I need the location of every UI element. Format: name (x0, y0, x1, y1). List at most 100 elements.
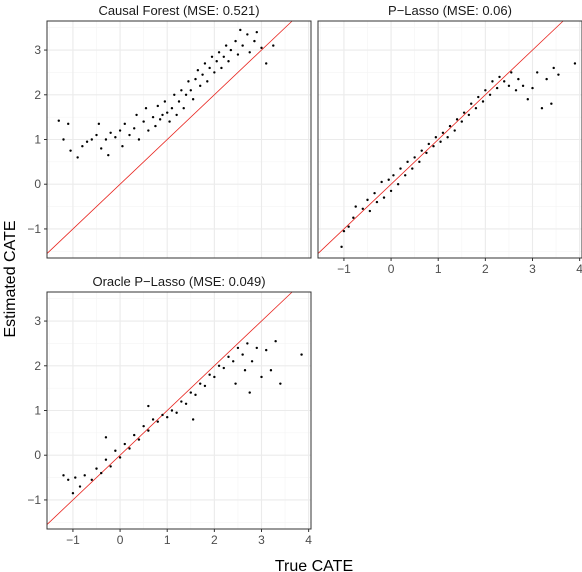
data-point (246, 342, 249, 345)
points-group (340, 62, 577, 249)
data-point (380, 180, 383, 184)
data-point (495, 86, 499, 90)
data-point (133, 127, 136, 130)
data-point (550, 102, 553, 105)
data-point (161, 413, 164, 417)
data-point (387, 178, 390, 181)
data-point (260, 46, 263, 50)
data-point (453, 129, 456, 132)
data-point (118, 456, 122, 459)
data-point (420, 149, 423, 152)
data-point (481, 100, 485, 103)
data-point (557, 73, 560, 76)
data-point (272, 44, 275, 47)
data-point (97, 122, 101, 126)
x-tick-label: 1 (435, 262, 442, 276)
data-point (173, 93, 176, 96)
y-axis-ticks: −1 0 1 2 3 (27, 43, 47, 236)
data-point (206, 80, 209, 83)
data-point (406, 160, 409, 164)
data-point (404, 174, 407, 177)
panel-title: P−Lasso (MSE: 0.06) (388, 3, 512, 18)
data-point (354, 205, 357, 208)
identity-reference-line (46, 291, 293, 525)
data-point (399, 167, 402, 170)
data-point (217, 364, 221, 367)
data-point (265, 62, 268, 65)
data-point (109, 465, 112, 468)
data-point (170, 107, 174, 110)
data-point (90, 138, 93, 141)
data-point (201, 73, 204, 76)
panel-strip (318, 0, 582, 21)
x-tick-label: 2 (482, 262, 489, 276)
data-point (175, 113, 178, 117)
y-tick-label: 0 (34, 448, 41, 462)
data-point (300, 353, 303, 356)
data-point (71, 492, 75, 495)
x-tick-label: 1 (164, 533, 171, 547)
data-point (232, 360, 235, 363)
data-point (62, 474, 65, 477)
y-axis-title: Estimated CATE (2, 220, 19, 337)
data-point (470, 102, 473, 105)
data-point (208, 66, 211, 70)
data-point (274, 339, 277, 343)
data-point (545, 77, 548, 81)
data-point (74, 476, 77, 479)
panel-causal-forest: Causal Forest (MSE: 0.521) −1 0 1 2 3 (27, 0, 312, 259)
data-point (175, 411, 178, 414)
data-point (166, 416, 169, 419)
data-point (191, 98, 195, 101)
panel-border (317, 20, 582, 259)
data-point (217, 51, 221, 54)
data-point (78, 485, 82, 488)
data-point (250, 360, 254, 363)
data-point (151, 418, 155, 421)
data-point (460, 120, 463, 123)
data-point (62, 138, 65, 141)
panel-p-lasso: P−Lasso (MSE: 0.06) −1 0 1 2 3 4 (317, 0, 582, 276)
data-point (455, 118, 459, 121)
x-axis-title: True CATE (275, 558, 353, 572)
data-point (253, 39, 256, 43)
data-point (255, 346, 258, 350)
panel-strip (47, 271, 311, 292)
data-point (265, 348, 268, 352)
data-point (90, 478, 93, 482)
data-point (166, 111, 169, 114)
data-point (234, 39, 237, 43)
data-point (177, 100, 181, 103)
data-point (510, 71, 513, 74)
x-tick-label: 2 (211, 533, 218, 547)
data-point (118, 129, 122, 132)
identity-reference-line (317, 20, 564, 254)
data-point (168, 120, 171, 123)
data-point (526, 98, 529, 101)
data-point (114, 449, 117, 452)
y-tick-label: −1 (27, 222, 41, 236)
data-point (427, 142, 430, 146)
data-point (187, 80, 190, 83)
data-point (104, 436, 108, 439)
x-tick-label: −1 (337, 262, 351, 276)
data-point (269, 369, 273, 372)
data-point (163, 100, 167, 103)
y-tick-label: 1 (34, 133, 41, 147)
data-point (158, 118, 162, 121)
x-tick-label: 4 (305, 533, 312, 547)
data-point (123, 122, 126, 126)
points-group (57, 28, 275, 159)
points-group (62, 339, 303, 495)
data-point (418, 160, 421, 164)
x-tick-label: 4 (576, 262, 582, 276)
data-point (432, 145, 435, 148)
data-point (224, 44, 228, 47)
data-point (147, 129, 150, 132)
data-point (57, 119, 60, 122)
data-point (95, 133, 98, 137)
data-point (107, 153, 110, 157)
data-point (373, 191, 376, 195)
data-point (203, 62, 207, 65)
data-point (69, 149, 72, 152)
